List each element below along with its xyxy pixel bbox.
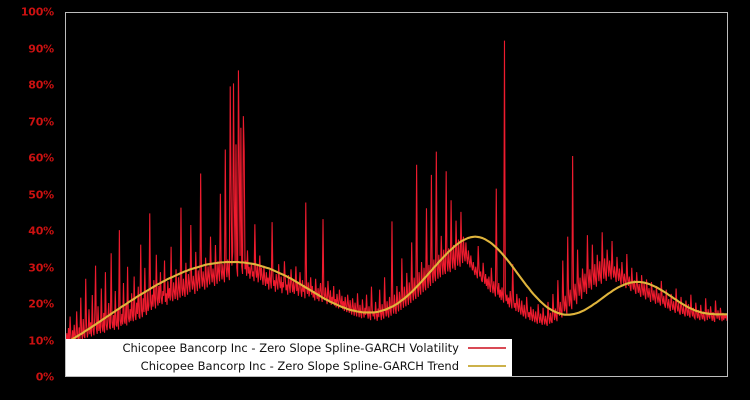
series-trend-line bbox=[66, 235, 727, 344]
legend-row-trend: Chicopee Bancorp Inc - Zero Slope Spline… bbox=[66, 357, 512, 375]
y-tick-label: 30% bbox=[28, 261, 54, 274]
chart-legend: Chicopee Bancorp Inc - Zero Slope Spline… bbox=[66, 339, 512, 376]
y-tick-label: 70% bbox=[28, 115, 54, 128]
plot-area bbox=[65, 12, 728, 377]
y-tick-label: 20% bbox=[28, 297, 54, 311]
y-tick-label: 10% bbox=[28, 334, 54, 347]
y-tick-label: 40% bbox=[28, 224, 54, 238]
legend-swatch-trend bbox=[468, 365, 506, 367]
y-axis: 100% 90% 80% 70% 60% 50% 40% 30% 20% 10% 0% bbox=[0, 0, 62, 400]
legend-row-volatility: Chicopee Bancorp Inc - Zero Slope Spline… bbox=[66, 339, 512, 357]
y-tick-label: 50% bbox=[28, 188, 54, 201]
legend-label-volatility: Chicopee Bancorp Inc - Zero Slope Spline… bbox=[122, 341, 459, 355]
y-tick-label: 60% bbox=[28, 151, 54, 165]
y-tick-label: 90% bbox=[28, 42, 54, 55]
series-volatility-line bbox=[66, 40, 727, 345]
y-tick-label: 80% bbox=[28, 78, 54, 92]
legend-swatch-volatility bbox=[468, 347, 506, 349]
y-tick-label: 0% bbox=[35, 370, 54, 384]
y-tick-label: 100% bbox=[20, 5, 54, 19]
legend-label-trend: Chicopee Bancorp Inc - Zero Slope Spline… bbox=[140, 359, 459, 373]
plot-svg bbox=[66, 40, 727, 345]
